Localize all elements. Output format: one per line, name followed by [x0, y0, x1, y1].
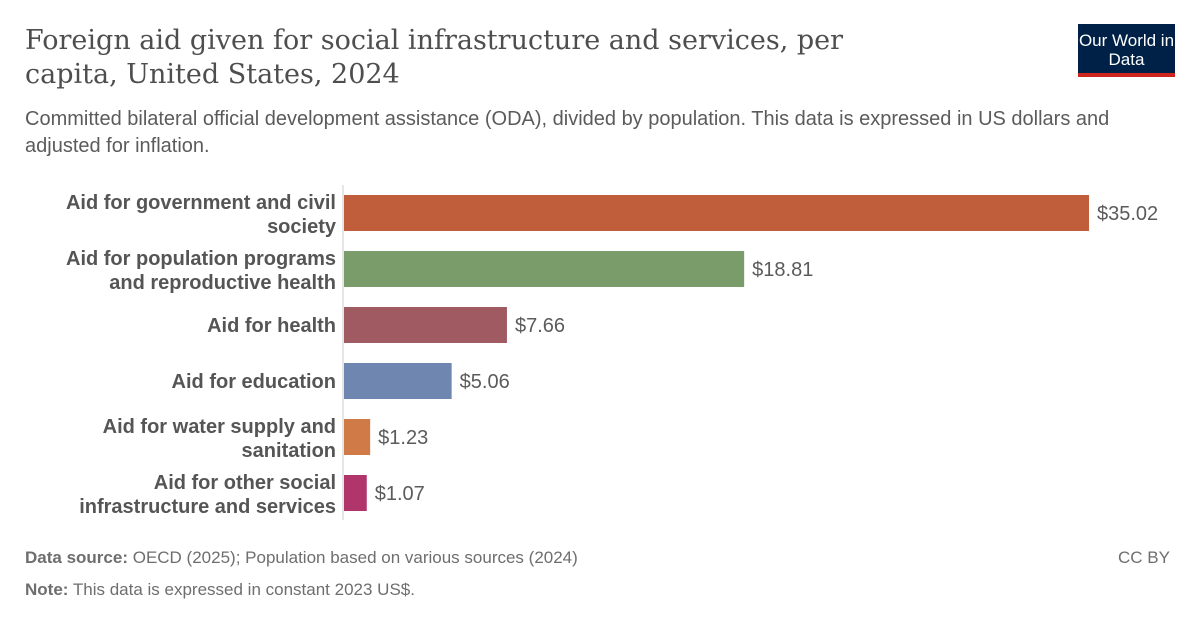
chart-title: Foreign aid given for social infrastruct… [25, 25, 844, 90]
category-label: infrastructure and services [79, 496, 336, 518]
value-label: $18.81 [752, 259, 813, 281]
value-label: $5.06 [460, 371, 510, 393]
category-label: and reproductive health [109, 272, 336, 294]
owid-logo[interactable]: Our World in Data [1078, 24, 1175, 77]
note: Note: This data is expressed in constant… [25, 580, 415, 599]
value-label: $1.23 [378, 427, 428, 449]
value-label: $7.66 [515, 315, 565, 337]
category-label: Aid for population programs [66, 248, 336, 270]
bar[interactable] [344, 475, 367, 511]
data-source: Data source: OECD (2025); Population bas… [25, 548, 578, 567]
value-label: $1.07 [375, 483, 425, 505]
category-label: Aid for education [172, 371, 336, 393]
category-label: society [267, 216, 337, 238]
license[interactable]: CC BY [1118, 548, 1170, 567]
bar[interactable] [344, 251, 745, 287]
chart-subtitle: Committed bilateral official development… [25, 108, 1110, 157]
category-label: sanitation [242, 440, 336, 462]
bar[interactable] [344, 419, 371, 455]
category-label: Aid for other social [154, 472, 336, 494]
category-label: Aid for water supply and [103, 416, 336, 438]
value-label: $35.02 [1097, 203, 1158, 225]
bar[interactable] [344, 363, 452, 399]
bar[interactable] [344, 307, 507, 343]
category-label: Aid for government and civil [66, 192, 336, 214]
category-label: Aid for health [207, 315, 336, 337]
bar[interactable] [344, 195, 1089, 231]
